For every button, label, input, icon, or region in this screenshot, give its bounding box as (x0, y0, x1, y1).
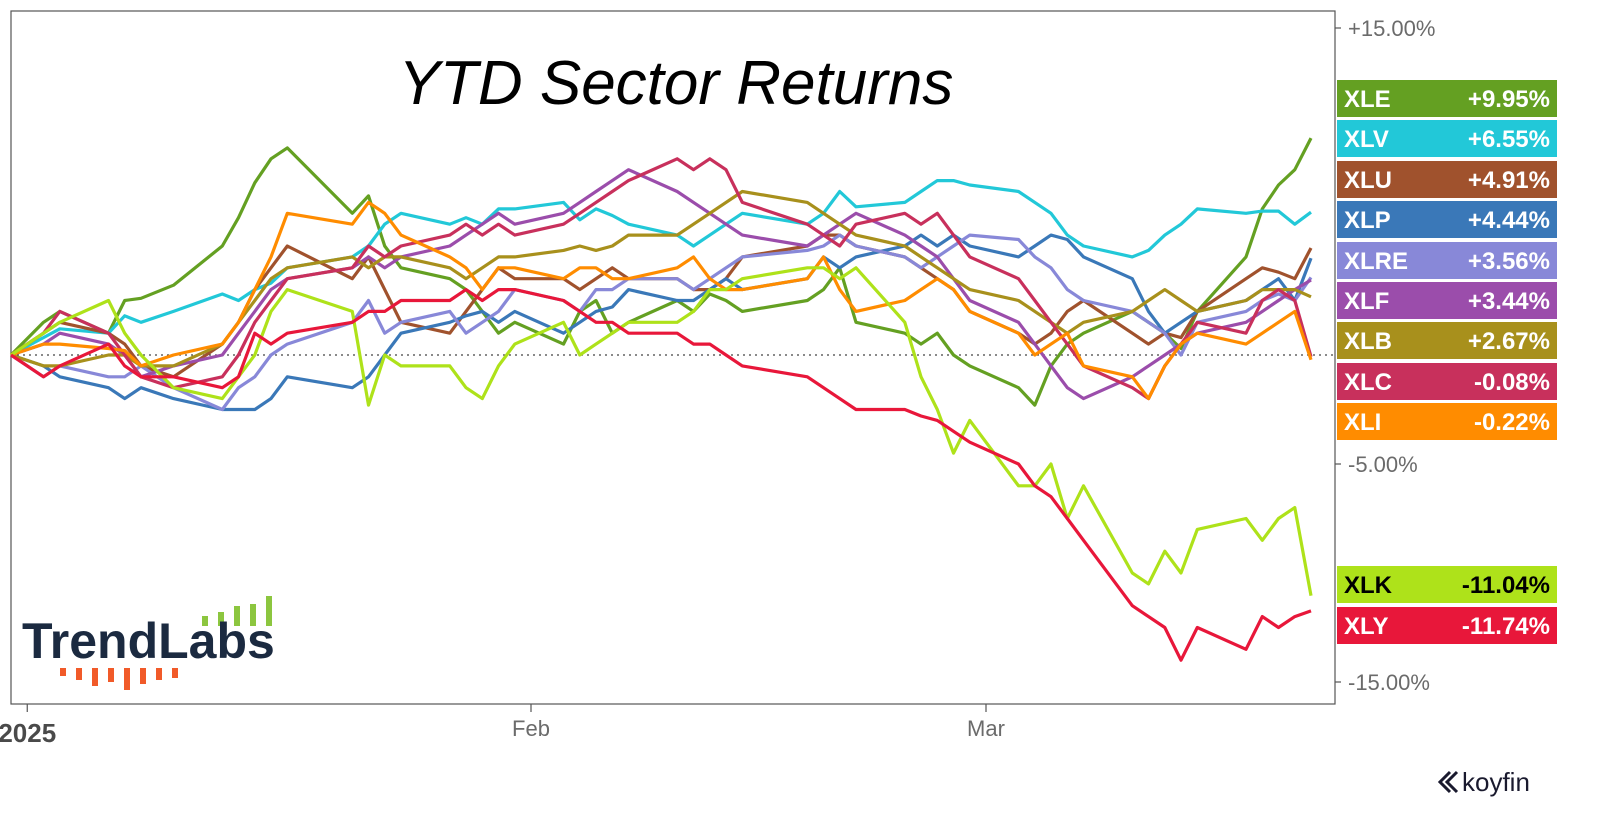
badge-value: -11.74% (1462, 613, 1550, 640)
badge-background (1337, 120, 1557, 157)
badge-value: +2.67% (1468, 328, 1550, 355)
koyfin-logo-icon (1437, 770, 1459, 794)
badge-background (1337, 566, 1557, 603)
badge-ticker: XLU (1344, 167, 1392, 194)
trendlabs-logo: TrendLabs (22, 596, 275, 690)
badge-ticker: XLB (1344, 328, 1392, 355)
badge-value: +9.95% (1468, 86, 1550, 113)
legend-badges: XLE +9.95% XLV +6.55% XLU +4.91% XLP +4.44% XLRE… (1337, 80, 1557, 644)
badge-xlv: XLV +6.55% (1337, 120, 1557, 157)
badge-value: -11.04% (1462, 572, 1550, 599)
badge-background (1337, 403, 1557, 440)
chart-title: YTD Sector Returns (399, 49, 954, 118)
y-tick-label: -15.00% (1348, 670, 1430, 695)
badge-background (1337, 282, 1557, 319)
series-line-xly (10, 288, 1312, 662)
badge-ticker: XLI (1344, 409, 1381, 436)
badge-value: +6.55% (1468, 126, 1550, 153)
koyfin-watermark: koyfin (1437, 767, 1530, 797)
badge-ticker: XLK (1344, 572, 1393, 599)
badge-xlre: XLRE +3.56% (1337, 242, 1557, 279)
plot-frame (10, 10, 1336, 705)
badge-ticker: XLRE (1344, 248, 1408, 275)
badge-xlc: XLC -0.08% (1337, 363, 1557, 400)
x-tick-label: Feb (512, 716, 550, 741)
badge-ticker: XLV (1344, 126, 1389, 153)
badge-ticker: XLC (1344, 369, 1392, 396)
badge-background (1337, 242, 1557, 279)
badge-xli: XLI -0.22% (1337, 403, 1557, 440)
badge-xlf: XLF +3.44% (1337, 282, 1557, 319)
x-tick-label: 2025 (0, 718, 56, 748)
brand-name: TrendLabs (22, 613, 275, 669)
series-line-xli (10, 200, 1313, 401)
watermark-text: koyfin (1462, 767, 1530, 797)
badge-value: -0.22% (1474, 409, 1550, 436)
badge-xle: XLE +9.95% (1337, 80, 1557, 117)
y-tick-label: +15.00% (1348, 16, 1435, 41)
y-axis: +15.00% -5.00% -15.00% (1335, 16, 1435, 695)
series-line-xlf (10, 168, 1312, 401)
badge-value: +3.44% (1468, 288, 1550, 315)
badge-xlu: XLU +4.91% (1337, 161, 1557, 198)
series-line-xlk (10, 266, 1313, 596)
y-tick-label: -5.00% (1348, 452, 1418, 477)
badge-ticker: XLF (1344, 288, 1389, 315)
badge-value: -0.08% (1474, 369, 1550, 396)
badge-value: +4.91% (1468, 167, 1550, 194)
series-group (9, 137, 1313, 662)
badge-ticker: XLE (1344, 86, 1391, 113)
series-line-xlb (10, 189, 1312, 368)
badge-background (1337, 201, 1557, 238)
badge-ticker: XLP (1344, 207, 1391, 234)
badge-background (1337, 80, 1557, 117)
series-line-xlv (10, 179, 1312, 357)
badge-value: +3.56% (1468, 248, 1550, 275)
badge-background (1337, 322, 1557, 359)
badge-ticker: XLY (1344, 613, 1388, 640)
badge-background (1337, 161, 1557, 198)
series-line-xlp (10, 233, 1313, 412)
x-tick-label: Mar (967, 716, 1005, 741)
badge-xlp: XLP +4.44% (1337, 201, 1557, 238)
badge-background (1337, 607, 1557, 644)
badge-value: +4.44% (1468, 207, 1550, 234)
badge-xlb: XLB +2.67% (1337, 322, 1557, 359)
badge-xlk: XLK -11.04% (1337, 566, 1557, 603)
logo-orange-bars (60, 668, 178, 690)
series-line-xlc (10, 157, 1313, 401)
x-axis: 2025 Feb Mar (0, 704, 1005, 748)
badge-background (1337, 363, 1557, 400)
badge-xly: XLY -11.74% (1337, 607, 1557, 644)
logo-green-bars (202, 596, 272, 626)
